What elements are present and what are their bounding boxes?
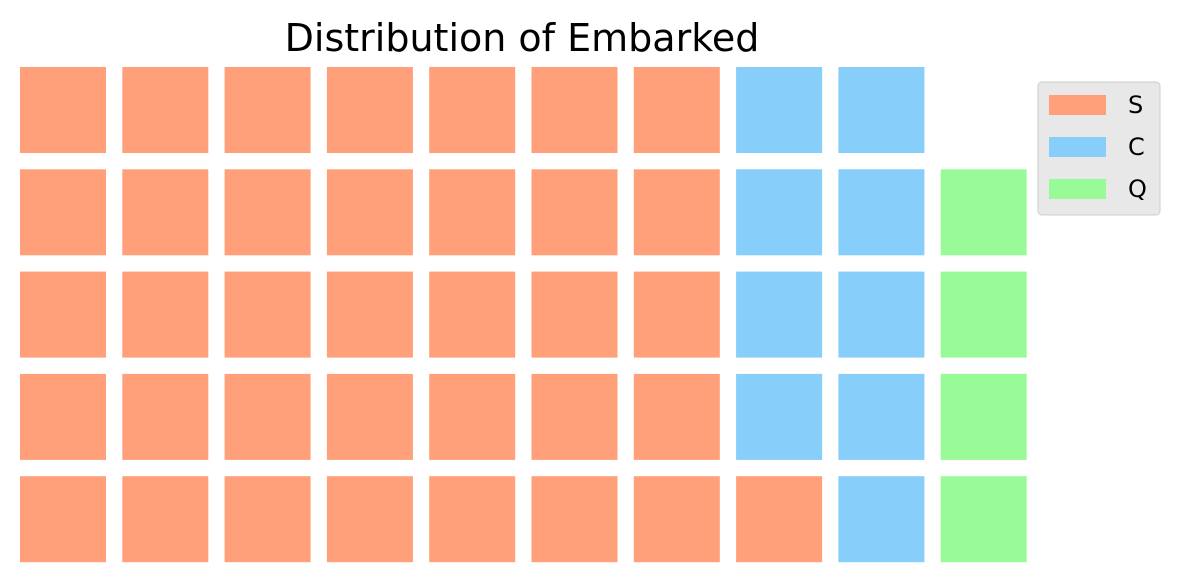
- waffle-cell-s: [224, 169, 311, 256]
- waffle-cell-s: [429, 476, 516, 563]
- waffle-cell-s: [224, 271, 311, 358]
- waffle-cell-s: [633, 271, 720, 358]
- waffle-cell-s: [20, 373, 106, 460]
- waffle-cell-c: [838, 271, 925, 358]
- waffle-cells: [20, 67, 1027, 563]
- waffle-cell-s: [224, 373, 311, 460]
- waffle-cell-s: [20, 169, 106, 256]
- waffle-cell-s: [122, 67, 209, 153]
- waffle-cell-q: [940, 373, 1027, 460]
- waffle-cell-s: [326, 373, 413, 460]
- waffle-cell-s: [122, 271, 209, 358]
- waffle-cell-s: [633, 169, 720, 256]
- waffle-cell-s: [633, 67, 720, 153]
- waffle-cell-s: [531, 169, 618, 256]
- waffle-cell-s: [20, 67, 106, 153]
- waffle-cell-s: [122, 373, 209, 460]
- waffle-cell-q: [940, 476, 1027, 563]
- waffle-cell-c: [838, 476, 925, 563]
- waffle-cell-s: [429, 169, 516, 256]
- waffle-cell-s: [20, 271, 106, 358]
- waffle-cell-s: [531, 373, 618, 460]
- waffle-cell-q: [940, 169, 1027, 256]
- waffle-cell-s: [429, 271, 516, 358]
- waffle-cell-s: [326, 67, 413, 153]
- waffle-cell-c: [736, 373, 823, 460]
- waffle-cell-c: [838, 169, 925, 256]
- waffle-cell-s: [122, 476, 209, 563]
- waffle-cell-s: [326, 271, 413, 358]
- waffle-cell-s: [736, 476, 823, 563]
- waffle-cell-s: [531, 476, 618, 563]
- waffle-cell-s: [429, 373, 516, 460]
- waffle-cell-c: [838, 67, 925, 153]
- legend-swatch-s: [1049, 95, 1106, 115]
- waffle-cell-s: [429, 67, 516, 153]
- waffle-cell-s: [531, 271, 618, 358]
- waffle-cell-c: [736, 169, 823, 256]
- legend-label-s: S: [1128, 91, 1143, 119]
- waffle-cell-s: [224, 476, 311, 563]
- waffle-cell-s: [122, 169, 209, 256]
- waffle-cell-s: [531, 67, 618, 153]
- waffle-cell-s: [633, 373, 720, 460]
- waffle-cell-c: [838, 373, 925, 460]
- legend-label-c: C: [1128, 133, 1145, 161]
- waffle-cell-c: [736, 271, 823, 358]
- legend: S C Q: [1037, 81, 1161, 216]
- legend-swatch-q: [1049, 179, 1106, 199]
- legend-label-q: Q: [1128, 175, 1147, 203]
- waffle-cell-s: [633, 476, 720, 563]
- chart-title: Distribution of Embarked: [285, 16, 760, 60]
- waffle-cell-s: [326, 169, 413, 256]
- waffle-cell-s: [20, 476, 106, 563]
- waffle-cell-q: [940, 271, 1027, 358]
- waffle-cell-c: [736, 67, 823, 153]
- legend-swatch-c: [1049, 137, 1106, 157]
- waffle-cell-s: [224, 67, 311, 153]
- waffle-cell-s: [326, 476, 413, 563]
